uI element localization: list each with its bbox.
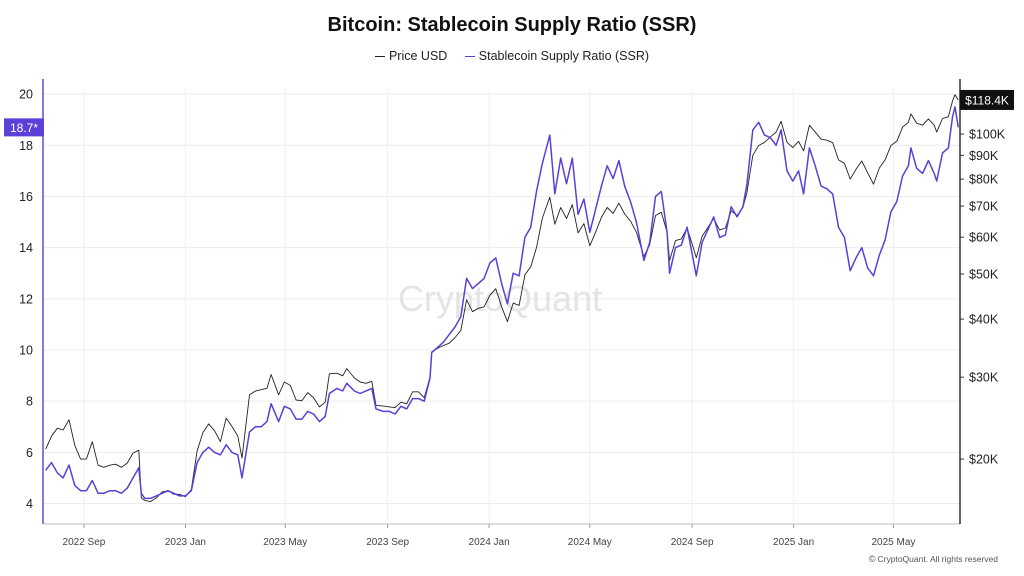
y-right-tick-label-40000: $40K xyxy=(969,313,999,327)
current-ssr-badge xyxy=(4,118,44,137)
y-right-tick-label-20000: $20K xyxy=(969,453,999,467)
series-line-price xyxy=(45,94,959,503)
grid-layer xyxy=(44,89,960,524)
y-left-tick-label-8: 8 xyxy=(26,395,33,409)
x-tick-label-4: 2024 Jan xyxy=(469,537,510,548)
current-ssr-badge-label: 18.7* xyxy=(10,121,38,135)
y-right-tick-label-80000: $80K xyxy=(969,173,999,187)
copyright-icon: © xyxy=(868,554,876,564)
copyright-note: © CryptoQuant. All rights reserved xyxy=(869,554,998,564)
y-left-tick-label-14: 14 xyxy=(19,241,33,255)
y-left-tick-label-12: 12 xyxy=(19,292,33,306)
current-price-badge-label: $118.4K xyxy=(965,93,1009,107)
series-layer xyxy=(45,94,960,503)
legend-item-ssr[interactable]: Stablecoin Supply Ratio (SSR) xyxy=(464,49,650,63)
x-tick-label-6: 2024 Sep xyxy=(671,537,714,548)
y-right-tick-label-60000: $60K xyxy=(969,231,999,245)
y-left-tick-label-6: 6 xyxy=(26,446,33,460)
y-left-tick-label-10: 10 xyxy=(19,344,33,358)
y-left-tick-label-20: 20 xyxy=(19,88,33,102)
legend-swatch-ssr xyxy=(464,56,475,58)
y-right-tick-label-30000: $30K xyxy=(969,371,999,385)
x-tick-label-0: 2022 Sep xyxy=(63,537,106,548)
legend: Price USD Stablecoin Supply Ratio (SSR) xyxy=(0,49,1024,63)
y-right-tick-label-50000: $50K xyxy=(969,268,999,282)
axis-layer: 4 6 8 10 12 14 16 18 20 2022 Sep 2023 Jan 2023 May 2… xyxy=(4,79,1014,548)
current-price-badge xyxy=(960,89,1014,110)
y-right-tick-label-70000: $70K xyxy=(969,200,999,214)
series-line-ssr xyxy=(45,106,960,500)
y-right-tick-label-90000: $90K xyxy=(969,149,999,163)
legend-label-price: Price USD xyxy=(388,49,448,63)
x-tick-label-5: 2024 May xyxy=(568,537,612,548)
copyright-text: CryptoQuant. All rights reserved xyxy=(877,554,998,564)
chart-title: Bitcoin: Stablecoin Supply Ratio (SSR) xyxy=(327,14,697,36)
legend-swatch-price xyxy=(374,56,385,58)
y-left-tick-label-16: 16 xyxy=(19,190,33,204)
y-left-tick-label-18: 18 xyxy=(19,139,33,153)
x-tick-label-8: 2025 May xyxy=(871,537,915,548)
x-tick-label-2: 2023 May xyxy=(263,537,307,548)
watermark: CryptoQuant xyxy=(398,278,602,319)
legend-label-ssr: Stablecoin Supply Ratio (SSR) xyxy=(478,49,650,63)
y-left-tick-label-4: 4 xyxy=(26,497,33,511)
y-right-tick-label-100000: $100K xyxy=(969,128,1006,142)
legend-item-price[interactable]: Price USD xyxy=(374,49,448,63)
x-tick-label-7: 2025 Jan xyxy=(773,537,814,548)
x-tick-label-3: 2023 Sep xyxy=(366,537,409,548)
x-tick-label-1: 2023 Jan xyxy=(165,537,206,548)
